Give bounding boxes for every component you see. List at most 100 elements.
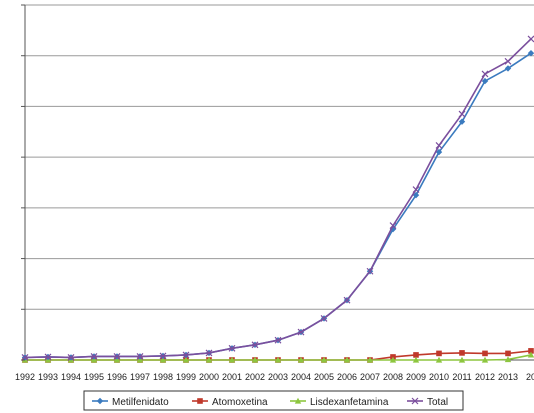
data-point [136, 356, 144, 363]
series-layer [21, 35, 534, 363]
x-tick-label: 2007 [360, 372, 380, 382]
data-point [205, 349, 213, 357]
legend-item-metilfenidato: Metilfenidato [92, 397, 169, 408]
data-point [527, 351, 534, 358]
data-point [435, 142, 443, 149]
data-point [436, 350, 442, 357]
series-line [24, 52, 532, 359]
data-point [159, 352, 167, 360]
data-point [366, 267, 374, 275]
data-point [412, 186, 420, 194]
data-point [528, 348, 534, 354]
data-point [297, 328, 305, 336]
x-tick-label: 1994 [61, 372, 81, 382]
data-point [527, 35, 534, 43]
data-point [294, 397, 302, 404]
x-tick-label: 1999 [176, 372, 196, 382]
data-point [182, 356, 190, 363]
x-tick-label: 2009 [406, 372, 426, 382]
x-tick-label: 2013 [498, 372, 518, 382]
data-point [504, 57, 512, 65]
data-point [343, 296, 351, 304]
data-point [113, 356, 121, 363]
legend-label: Atomoxetina [212, 397, 268, 408]
data-point [67, 354, 75, 361]
data-point [389, 356, 397, 363]
data-point [297, 356, 305, 363]
data-point [481, 70, 489, 78]
data-point [228, 356, 236, 363]
data-point [159, 356, 167, 363]
data-point [412, 356, 420, 363]
x-tick-label: 1992 [15, 372, 35, 382]
data-point [527, 49, 534, 57]
data-point [459, 350, 465, 356]
x-tick-label: 2004 [291, 372, 311, 382]
data-point [182, 351, 190, 359]
data-point [504, 356, 512, 363]
y-axis-ticks [21, 4, 25, 361]
legend-label: Metilfenidato [112, 397, 169, 408]
x-tick-label: 20 [526, 372, 534, 382]
data-point [435, 356, 443, 363]
x-tick-label: 2005 [314, 372, 334, 382]
data-point [228, 344, 236, 352]
x-tick-label: 1997 [130, 372, 150, 382]
data-point [458, 110, 466, 118]
x-tick-label: 2012 [475, 372, 495, 382]
data-point [482, 350, 488, 357]
legend-item-total: Total [407, 397, 448, 408]
data-point [366, 356, 374, 363]
data-point [458, 118, 466, 125]
legend: Metilfenidato Atomoxetina Lisdexanfetamina… [83, 390, 464, 411]
data-point [504, 65, 512, 72]
legend-box [83, 390, 464, 411]
x-tick-label: 1995 [84, 372, 104, 382]
gridlines [25, 4, 534, 310]
x-tick-label: 2008 [383, 372, 403, 382]
data-point [21, 354, 29, 361]
data-point [481, 77, 489, 85]
x-tick-label: 2011 [452, 372, 471, 382]
x-tick-label: 1996 [107, 372, 127, 382]
data-point [44, 353, 52, 361]
data-point [136, 353, 144, 360]
data-point [90, 356, 98, 363]
series-total [21, 35, 534, 361]
data-point [251, 341, 259, 349]
data-point [113, 353, 121, 360]
data-point [458, 356, 466, 363]
data-point [411, 397, 419, 405]
legend-item-lisdexanfetamina: Lisdexanfetamina [290, 397, 389, 408]
data-point [96, 397, 104, 405]
data-point [343, 356, 351, 363]
data-point [413, 352, 419, 358]
data-point [505, 350, 511, 357]
data-point [481, 356, 489, 363]
x-tick-label: 2002 [245, 372, 265, 382]
data-point [90, 353, 98, 360]
x-tick-label: 1993 [38, 372, 58, 382]
data-point [197, 398, 203, 404]
data-point [251, 356, 259, 363]
x-tick-label: 2006 [337, 372, 357, 382]
data-point [320, 356, 328, 363]
data-point [435, 148, 443, 156]
series-metilfenidato [21, 49, 534, 361]
data-point [320, 314, 328, 322]
series-lisdexanfetamina [21, 351, 534, 363]
data-point [205, 356, 213, 363]
x-tick-label: 1998 [153, 372, 173, 382]
data-point [274, 336, 282, 344]
x-tick-label: 2003 [268, 372, 288, 382]
x-axis-ticks: 1992 1993 1994 1995 1996 1997 1998 1999 2000 2001… [15, 372, 534, 382]
legend-label: Lisdexanfetamina [310, 397, 389, 408]
legend-item-atomoxetina: Atomoxetina [192, 397, 268, 408]
x-tick-label: 2000 [199, 372, 219, 382]
x-tick-label: 2010 [429, 372, 449, 382]
data-point [389, 222, 397, 230]
data-point [274, 356, 282, 363]
x-tick-label: 2001 [222, 372, 242, 382]
plot-area [24, 5, 534, 361]
